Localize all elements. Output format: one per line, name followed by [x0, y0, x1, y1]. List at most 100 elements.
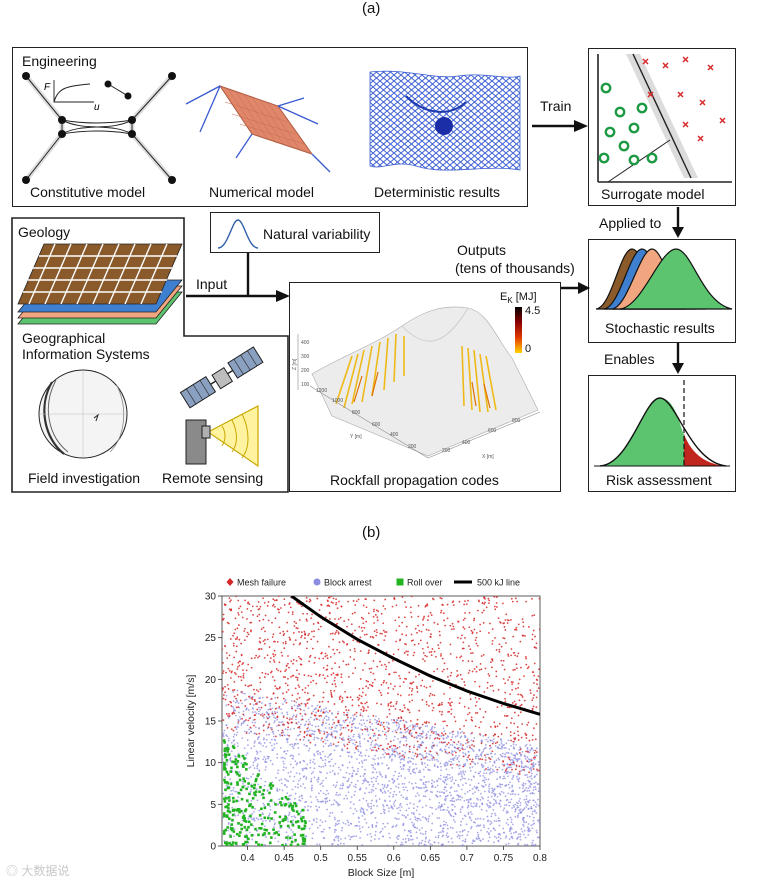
mesh-failure-point	[409, 606, 412, 609]
block-arrest-point	[367, 740, 370, 743]
block-arrest-point	[232, 707, 235, 710]
mesh-failure-point	[497, 735, 500, 738]
block-arrest-point	[273, 801, 276, 804]
block-arrest-point	[337, 804, 340, 807]
block-arrest-point	[315, 821, 318, 824]
mesh-failure-point	[222, 697, 225, 700]
mesh-failure-point	[405, 743, 408, 746]
mesh-failure-point	[479, 630, 482, 633]
block-arrest-point	[294, 797, 296, 800]
block-arrest-point	[522, 782, 525, 785]
block-arrest-point	[465, 758, 468, 761]
block-arrest-point	[399, 741, 401, 744]
block-arrest-point	[339, 793, 342, 796]
mesh-failure-point	[318, 715, 321, 717]
mesh-failure-point	[280, 651, 283, 654]
block-arrest-point	[289, 775, 291, 778]
block-arrest-point	[463, 773, 466, 776]
block-arrest-point	[276, 753, 279, 756]
block-arrest-point	[230, 750, 233, 753]
block-arrest-point	[241, 737, 244, 740]
block-arrest-point	[498, 766, 501, 769]
mesh-failure-point	[429, 685, 432, 688]
block-arrest-point	[328, 754, 331, 757]
mesh-failure-point	[330, 693, 333, 696]
block-arrest-point	[323, 731, 326, 733]
block-arrest-point	[331, 811, 334, 814]
mesh-failure-point	[387, 704, 390, 707]
mesh-failure-point	[516, 655, 519, 658]
mesh-failure-point	[284, 670, 286, 673]
block-arrest-point	[459, 798, 462, 801]
block-arrest-point	[361, 814, 364, 817]
block-arrest-point	[425, 755, 428, 758]
block-arrest-point	[474, 757, 477, 760]
block-arrest-point	[308, 721, 311, 723]
block-arrest-point	[502, 827, 505, 830]
mesh-failure-point	[329, 632, 332, 635]
block-arrest-point	[507, 823, 510, 826]
block-arrest-point	[464, 782, 467, 785]
mesh-failure-point	[521, 618, 524, 621]
mesh-failure-point	[237, 624, 240, 626]
block-arrest-point	[269, 741, 272, 744]
block-arrest-point	[234, 755, 237, 758]
block-arrest-point	[303, 743, 306, 746]
mesh-failure-point	[411, 735, 413, 738]
mesh-failure-point	[470, 716, 473, 719]
block-arrest-point	[398, 723, 401, 726]
rockfall-label: Rockfall propagation codes	[330, 472, 499, 488]
mesh-failure-point	[256, 615, 259, 618]
mesh-failure-point	[341, 699, 344, 702]
block-arrest-point	[364, 725, 367, 728]
block-arrest-point	[399, 740, 402, 743]
mesh-failure-point	[276, 688, 279, 690]
block-arrest-point	[421, 755, 424, 757]
block-arrest-point	[428, 839, 431, 842]
block-arrest-point	[505, 742, 508, 745]
mesh-failure-point	[538, 668, 540, 671]
mesh-failure-point	[222, 687, 225, 690]
block-arrest-point	[252, 825, 255, 827]
mesh-failure-point	[409, 720, 412, 722]
block-arrest-point	[425, 789, 428, 792]
block-arrest-point	[315, 817, 318, 820]
block-arrest-point	[428, 798, 431, 801]
block-arrest-point	[282, 802, 285, 805]
mesh-failure-point	[250, 630, 252, 633]
block-arrest-point	[258, 741, 261, 744]
block-arrest-point	[352, 735, 355, 738]
block-arrest-point	[300, 815, 302, 818]
block-arrest-point	[316, 704, 319, 707]
block-arrest-point	[467, 778, 470, 781]
roll-over-point	[301, 833, 305, 837]
block-arrest-point	[330, 728, 333, 731]
block-arrest-point	[531, 813, 534, 815]
block-arrest-point	[328, 727, 331, 729]
mesh-failure-point	[485, 768, 487, 770]
mesh-failure-point	[306, 612, 309, 615]
roll-over-point	[273, 831, 277, 835]
block-arrest-point	[472, 840, 475, 843]
mesh-failure-point	[232, 642, 235, 645]
block-arrest-point	[278, 788, 281, 791]
mesh-failure-point	[468, 611, 471, 614]
block-arrest-point	[288, 826, 291, 829]
mesh-failure-point	[403, 706, 406, 709]
mesh-failure-point	[262, 626, 265, 629]
mesh-failure-point	[535, 751, 538, 754]
block-arrest-point	[393, 780, 396, 783]
mesh-failure-point	[406, 653, 409, 656]
block-arrest-point	[256, 765, 259, 768]
block-arrest-point	[412, 842, 414, 845]
block-arrest-point	[252, 818, 255, 821]
mesh-failure-point	[385, 753, 388, 755]
block-arrest-point	[234, 701, 237, 704]
block-arrest-point	[266, 789, 269, 792]
block-arrest-point	[473, 785, 476, 788]
mesh-failure-point	[515, 663, 518, 666]
mesh-failure-point	[405, 650, 408, 653]
block-arrest-point	[491, 812, 493, 815]
block-arrest-point	[421, 839, 424, 842]
mesh-failure-point	[402, 744, 405, 747]
